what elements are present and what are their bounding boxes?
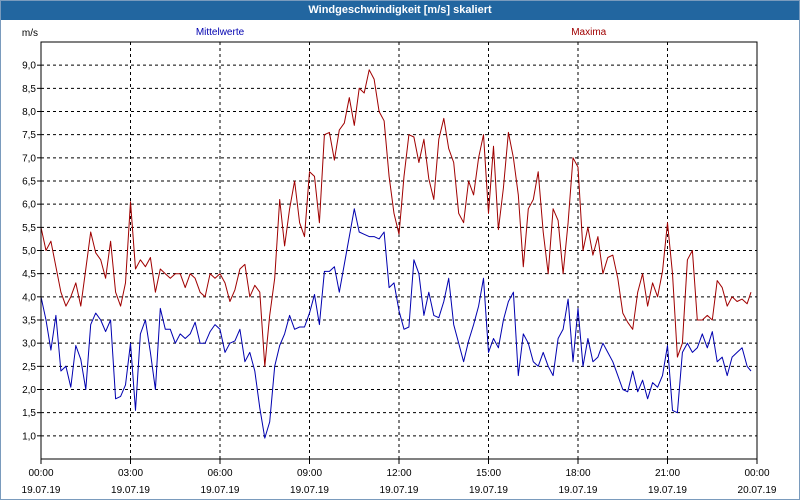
- x-tick-date-label: 19.07.19: [201, 485, 240, 496]
- x-tick-time-label: 15:00: [476, 468, 501, 479]
- series-layer: [40, 69, 752, 439]
- x-tick-time-label: 06:00: [207, 468, 232, 479]
- y-tick-label: 3,0: [22, 339, 36, 350]
- label-layer: 1,0 1,5 2,0 2,5 3,0 3,5 4,0 4,5 5,0 5,5 6,0 6,5 7,0 7…: [22, 27, 777, 496]
- x-tick-date-label: 19.07.19: [559, 485, 598, 496]
- x-tick-time-label: 21:00: [655, 468, 680, 479]
- y-tick-label: 5,0: [22, 246, 36, 257]
- legend-entry-mittelwerte: Mittelwerte: [196, 27, 245, 38]
- y-tick-label: 1,0: [22, 431, 36, 442]
- x-tick-time-label: 03:00: [118, 468, 143, 479]
- x-tick-time-label: 18:00: [565, 468, 590, 479]
- y-tick-label: 7,0: [22, 153, 36, 164]
- x-tick-date-label: 19.07.19: [22, 485, 61, 496]
- y-tick-label: 7,5: [22, 130, 36, 141]
- x-tick-time-label: 12:00: [386, 468, 411, 479]
- y-tick-label: 2,5: [22, 362, 36, 373]
- y-tick-label: 4,0: [22, 292, 36, 303]
- x-tick-time-label: 00:00: [744, 468, 769, 479]
- x-tick-date-label: 19.07.19: [290, 485, 329, 496]
- y-axis-unit-label: m/s: [22, 28, 38, 39]
- y-tick-label: 8,0: [22, 107, 36, 118]
- y-tick-label: 1,5: [22, 408, 36, 419]
- legend-entry-maxima: Maxima: [571, 27, 606, 38]
- y-tick-label: 2,0: [22, 385, 36, 396]
- x-tick-date-label: 20.07.19: [738, 485, 777, 496]
- x-tick-date-label: 19.07.19: [111, 485, 150, 496]
- x-tick-time-label: 09:00: [297, 468, 322, 479]
- plot-frame: [40, 41, 758, 460]
- chart-title: Windgeschwindigkeit [m/s] skaliert: [1, 1, 799, 20]
- y-tick-label: 8,5: [22, 84, 36, 95]
- y-tick-label: 4,5: [22, 269, 36, 280]
- y-tick-label: 6,0: [22, 200, 36, 211]
- x-tick-date-label: 19.07.19: [469, 485, 508, 496]
- x-tick-date-label: 19.07.19: [380, 485, 419, 496]
- grid-layer: [41, 42, 757, 459]
- y-tick-label: 6,5: [22, 177, 36, 188]
- x-tick-date-label: 19.07.19: [648, 485, 687, 496]
- series-line-mittelwerte: [40, 208, 752, 439]
- axis-layer: [37, 41, 758, 464]
- x-tick-time-label: 00:00: [28, 468, 53, 479]
- series-line-maxima: [40, 69, 752, 367]
- y-tick-label: 5,5: [22, 223, 36, 234]
- y-tick-label: 3,5: [22, 316, 36, 327]
- y-tick-label: 9,0: [22, 61, 36, 72]
